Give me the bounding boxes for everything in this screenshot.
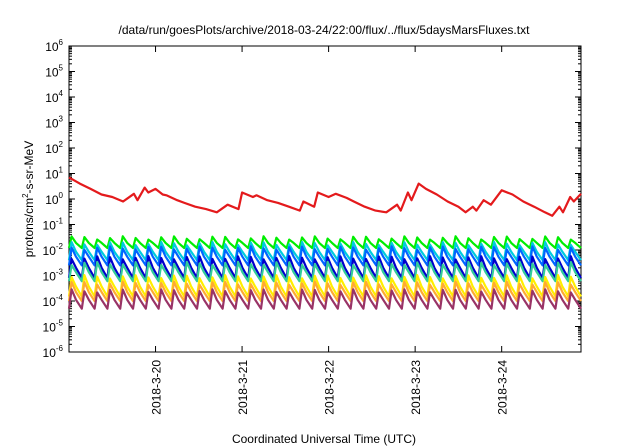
y-tick-label: 10-2 <box>43 242 64 258</box>
chart-title: /data/run/goesPlots/archive/2018-03-24/2… <box>119 23 531 37</box>
y-tick-label: 103 <box>45 115 63 131</box>
series-line-4 <box>67 245 582 267</box>
y-tick-label: 101 <box>45 166 63 182</box>
x-tick-label: 2018-3-24 <box>496 360 510 415</box>
y-tick-label: 104 <box>45 89 63 105</box>
series-line-6 <box>67 260 582 283</box>
x-tick-label: 2018-3-21 <box>236 360 250 415</box>
series-line-2 <box>67 235 582 250</box>
x-tick-label: 2018-3-23 <box>409 360 423 415</box>
x-tick-label: 2018-3-22 <box>323 360 337 415</box>
x-axis: 2018-3-20 2018-3-21 2018-3-22 2018-3-23 2018… <box>150 46 510 415</box>
series-line-1 <box>68 176 582 217</box>
series-line-9 <box>67 288 582 310</box>
y-tick-label: 10-5 <box>43 319 64 335</box>
y-tick-label: 10-3 <box>43 268 64 284</box>
y-axis-label-sup: 2 <box>21 193 30 198</box>
y-tick-label: 102 <box>45 140 63 156</box>
x-axis-label: Coordinated Universal Time (UTC) <box>232 432 416 446</box>
y-axis-label: protons/cm2-s-sr-MeV <box>21 141 36 257</box>
y-tick-label: 10-1 <box>43 217 64 233</box>
y-tick-label: 10-4 <box>43 293 64 309</box>
y-tick-label: 10-6 <box>43 344 64 360</box>
y-tick-label: 106 <box>45 38 63 54</box>
y-axis-label-rest: -s-sr-MeV <box>22 141 36 194</box>
y-axis-label-base: protons/cm <box>22 198 36 257</box>
series-line-8 <box>67 280 582 303</box>
y-tick-label: 100 <box>45 191 63 207</box>
y-axis: 10-6 10-5 10-4 10-3 10-2 10-1 100 101 102 103 104 1… <box>43 38 581 360</box>
y-tick-label: 105 <box>45 64 63 80</box>
x-tick-label: 2018-3-20 <box>150 360 164 415</box>
series-group <box>67 176 582 310</box>
